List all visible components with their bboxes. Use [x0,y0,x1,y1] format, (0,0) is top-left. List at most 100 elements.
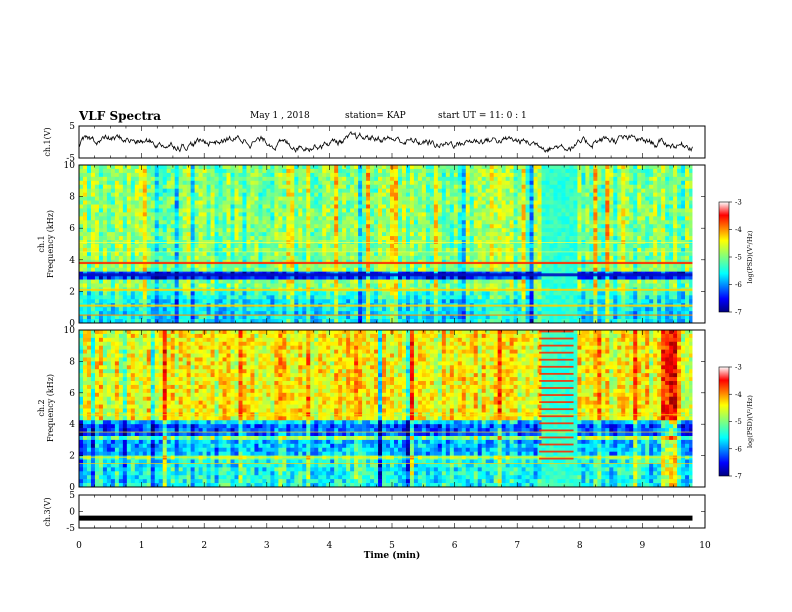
spectrogram-cell [689,251,694,257]
spectrogram-cell [90,279,96,284]
spectrogram-cell [242,200,247,205]
spectrogram-cell [98,228,104,233]
spectrogram-cell [230,251,235,257]
spectrogram-cell [657,196,662,201]
spectrogram-cell [429,184,435,189]
spectrogram-cell [254,216,259,221]
spectrogram-cell [561,263,566,268]
spectrogram-cell [198,224,203,229]
spectrogram-cell [286,165,291,170]
spectrogram-cell [134,196,140,201]
spectrogram-cell [605,204,610,209]
spectrogram-cell [685,267,690,272]
spectrogram-cell [302,208,307,213]
spectrogram-cell [158,255,164,261]
spectrogram-cell [429,232,435,237]
spectrogram-cell [298,168,303,174]
spectrogram-cell [210,255,215,261]
spectrogram-cell [461,236,467,241]
spectrogram-cell [370,165,375,170]
spectrogram-cell [386,216,391,221]
spectrogram-cell [613,188,618,193]
spectrogram-cell [150,204,156,209]
spectrogram-cell [86,184,92,189]
spectrogram-cell [154,255,160,261]
spectrogram-cell [358,188,363,193]
spectrogram-cell [409,251,415,257]
spectrogram-cell [517,224,522,229]
spectrogram-cell [230,204,235,209]
spectrogram-cell [405,275,411,280]
spectrogram-cell [226,232,231,237]
spectrogram-cell [485,188,490,193]
spectrogram-cell [477,220,483,225]
spectrogram-cell [641,247,646,253]
spectrogram-cell [386,184,391,189]
spectrogram-cell [274,192,279,197]
spectrogram-cell [250,283,255,288]
spectrogram-cell [222,184,227,189]
spectrogram-cell [282,228,287,233]
spectrogram-cell [529,255,534,261]
spectrogram-cell [282,168,287,174]
spectrogram-cell [501,228,506,233]
spectrogram-cell [441,263,447,268]
spectrogram-cell [581,196,586,201]
spectrogram-cell [613,232,618,237]
spectrogram-cell [493,244,498,249]
spectrogram-cell [549,267,554,272]
spectrogram-cell [541,165,546,170]
spectrogram-cell [79,188,84,193]
spectrogram-cell [122,212,128,217]
spectrogram-cell [573,228,578,233]
spectrogram-cell [529,267,534,272]
spectrogram-cell [661,165,666,170]
spectrogram-cell [633,220,638,225]
spectrogram-cell [94,244,100,249]
spectrogram-cell [238,188,243,193]
spectrogram-cell [258,172,263,178]
spectrogram-cell [453,275,459,280]
spectrogram-cell [386,208,391,213]
spectrogram-cell [529,251,534,257]
spectrogram-cell [577,236,582,241]
spectrogram-cell [294,212,299,217]
spectrogram-cell [134,251,140,257]
spectrogram-cell [362,168,367,174]
spectrogram-cell [382,263,387,268]
spectrogram-cell [497,283,502,288]
spectrogram-cell [258,200,263,205]
spectrogram-cell [609,216,614,221]
spectrogram-cell [154,275,160,280]
spectrogram-cell [541,275,546,280]
spectrogram-cell [374,232,379,237]
spectrogram-cell [178,224,183,229]
spectrogram-cell [665,180,670,186]
spectrogram-cell [302,188,307,193]
spectrogram-cell [262,188,267,193]
spectrogram-cell [637,220,642,225]
spectrogram-cell [138,200,144,205]
spectrogram-cell [174,192,179,197]
spectrogram-cell [142,279,148,284]
spectrogram-cell [362,200,367,205]
spectrogram-cell [509,275,514,280]
spectrogram-cell [182,224,187,229]
spectrogram-cell [162,291,168,296]
spectrogram-cell [178,180,183,186]
spectrogram-cell [270,224,275,229]
spectrogram-cell [386,224,391,229]
spectrogram-cell [110,176,116,182]
spectrogram-cell [190,200,195,205]
spectrogram-cell [374,244,379,249]
spectrogram-cell [397,196,403,201]
spectrogram-cell [230,192,235,197]
spectrogram-cell [453,236,459,241]
spectrogram-cell [437,165,443,170]
spectrogram-cell [310,255,315,261]
spectrogram-cell [378,188,383,193]
spectrogram-cell [429,279,435,284]
spectrogram-cell [473,283,479,288]
spectrogram-cell [601,208,606,213]
spectrogram-cell [174,188,179,193]
